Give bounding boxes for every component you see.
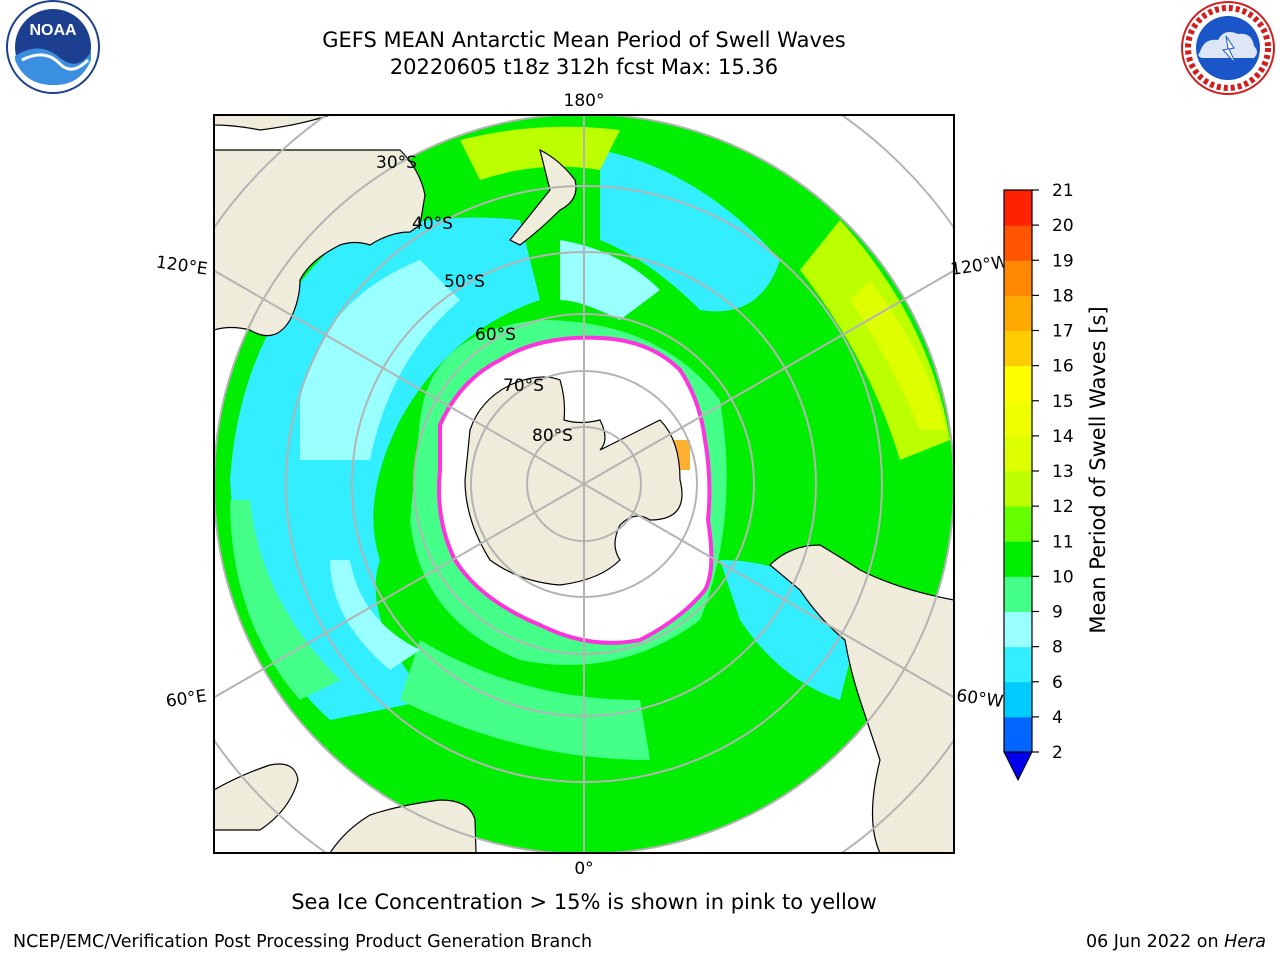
africa-land [329, 799, 477, 853]
south-america-land [769, 544, 954, 853]
noaa-logo-text: NOAA [29, 22, 77, 39]
lat-label-80s: 80°S [532, 426, 573, 446]
lat-label-70s: 70°S [503, 376, 544, 396]
map-frame [213, 114, 955, 854]
colorbar-bin [1004, 225, 1032, 261]
colorbar-bin [1004, 295, 1032, 331]
map-title: GEFS MEAN Antarctic Mean Period of Swell… [322, 28, 846, 52]
graticule [214, 115, 954, 853]
colorbar-bin [1004, 646, 1032, 683]
lat-label-40s: 40°S [412, 214, 453, 234]
colorbar-bin [1004, 716, 1032, 753]
footer-date-text: 06 Jun 2022 on [1085, 932, 1225, 952]
colorbar-tick-label: 11 [1052, 532, 1074, 552]
noaa-logo: NOAA [6, 0, 100, 94]
colorbar-tick-label: 21 [1052, 181, 1074, 201]
colorbar-tick-label: 15 [1052, 392, 1074, 412]
colorbar-bin [1004, 506, 1032, 542]
footer-credit: NCEP/EMC/Verification Post Processing Pr… [13, 932, 593, 952]
colorbar-bin [1004, 190, 1032, 226]
lon-label-120e: 120°E [155, 253, 209, 280]
colorbar-bin [1004, 435, 1032, 472]
colorbar-tick-label: 6 [1052, 673, 1063, 693]
nws-logo [1181, 1, 1275, 95]
colorbar-bin [1004, 471, 1032, 507]
footer-host: Hera [1224, 932, 1266, 952]
colorbar-tick-label: 10 [1052, 567, 1074, 587]
colorbar-tick-label: 4 [1052, 708, 1063, 728]
colorbar-under-arrow [1003, 751, 1033, 782]
colorbar-bin [1004, 681, 1032, 718]
lat-label-50s: 50°S [444, 272, 485, 292]
colorbar-tick-label: 12 [1052, 497, 1074, 517]
colorbar-label: Mean Period of Swell Waves [s] [1086, 306, 1110, 633]
colorbar-bin [1004, 400, 1032, 437]
colorbar-tick-label: 9 [1052, 603, 1063, 623]
colorbar-tick-label: 18 [1052, 286, 1074, 306]
lat-label-60s: 60°S [475, 325, 516, 345]
colorbar-bin [1004, 576, 1032, 612]
lon-label-120w: 120°W [949, 252, 1009, 280]
colorbar-bin [1004, 611, 1032, 648]
colorbar-bin [1004, 330, 1032, 367]
colorbar-tick-label: 8 [1052, 638, 1063, 658]
colorbar-tick-label: 19 [1052, 251, 1074, 271]
colorbar-bin [1004, 260, 1032, 296]
footer-date: 06 Jun 2022 on Hera [1086, 932, 1266, 952]
lon-label-180: 180° [564, 91, 605, 111]
colorbar-tick-label: 20 [1052, 216, 1074, 236]
australia-land [214, 149, 426, 337]
sea-ice-caption: Sea Ice Concentration > 15% is shown in … [291, 890, 877, 914]
lon-label-60e: 60°E [165, 686, 208, 711]
map-area: 30°S 40°S 50°S 60°S 70°S 80°S [214, 115, 954, 853]
colorbar-tick-label: 13 [1052, 462, 1074, 482]
lat-label-30s: 30°S [376, 153, 417, 173]
map-subtitle: 20220605 t18z 312h fcst Max: 15.36 [389, 55, 779, 79]
colorbar: 2 4 6 8 9 10 11 12 13 14 15 16 17 18 19 20 21 [1003, 181, 1074, 782]
colorbar-bin [1004, 541, 1032, 577]
lon-label-0: 0° [574, 859, 593, 879]
antarctica-land [464, 376, 683, 586]
colorbar-tick-label: 16 [1052, 357, 1074, 377]
latitude-labels: 30°S 40°S 50°S 60°S 70°S 80°S [376, 153, 573, 446]
colorbar-bin [1004, 365, 1032, 402]
colorbar-tick-label: 2 [1052, 743, 1063, 763]
lon-label-60w: 60°W [955, 686, 1004, 712]
colorbar-tick-label: 17 [1052, 322, 1074, 342]
colorbar-tick-label: 14 [1052, 427, 1074, 447]
